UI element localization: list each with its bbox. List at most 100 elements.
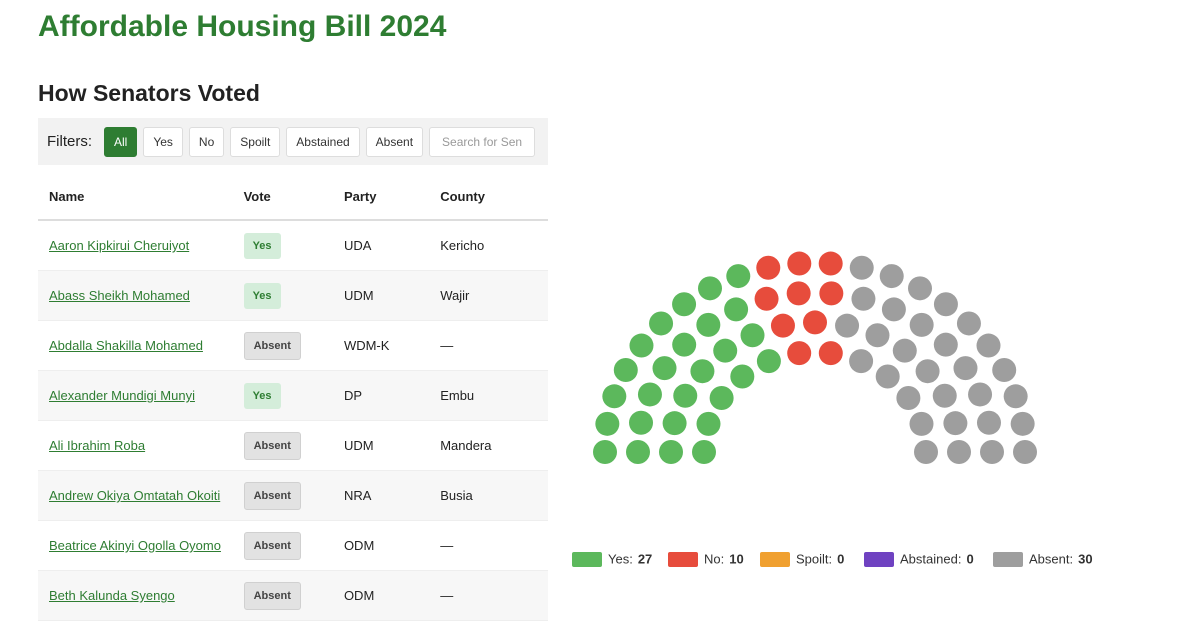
column-header: County xyxy=(429,174,548,221)
senator-table: Name Vote Party County Aaron Kipkirui Cherui… xyxy=(38,174,548,621)
seat xyxy=(875,364,900,389)
seat xyxy=(849,255,874,280)
cell: Abass Sheikh Mohamed xyxy=(38,270,233,321)
senator-link[interactable]: Andrew Okiya Omtatah Okoiti xyxy=(49,488,221,503)
seat xyxy=(786,281,811,306)
cell: Absent xyxy=(232,320,333,371)
seat xyxy=(756,349,781,374)
legend-swatch xyxy=(668,552,698,567)
seat xyxy=(933,332,958,357)
county-cell: — xyxy=(429,520,548,571)
seat xyxy=(672,332,697,357)
county-cell: — xyxy=(429,570,548,621)
seat xyxy=(626,440,650,464)
cell: Abdalla Shakilla Mohamed xyxy=(38,320,233,371)
seat xyxy=(613,357,638,382)
legend-label: Yes: xyxy=(608,551,633,566)
table-row: Abdalla Shakilla Mohamed Absent WDM-K — xyxy=(38,320,548,371)
seat xyxy=(1013,440,1037,464)
cell: Beth Kalunda Syengo xyxy=(38,570,233,621)
seat xyxy=(595,411,620,436)
seat xyxy=(787,341,812,366)
column-header: Name xyxy=(38,174,233,221)
seat xyxy=(881,297,906,322)
column-header: Party xyxy=(332,174,430,221)
seat xyxy=(849,349,874,374)
party-cell: ODM xyxy=(332,520,430,571)
seat xyxy=(696,411,721,436)
party-cell: UDM xyxy=(332,270,430,321)
seat xyxy=(932,383,957,408)
senator-link[interactable]: Abass Sheikh Mohamed xyxy=(49,288,190,303)
section-title: How Senators Voted xyxy=(38,80,260,106)
search-input[interactable]: Search for Sen xyxy=(429,126,536,157)
seat xyxy=(756,255,781,280)
party-cell: WDM-K xyxy=(332,320,430,371)
seat xyxy=(892,338,917,363)
cell: Beatrice Akinyi Ogolla Oyomo xyxy=(38,520,233,571)
seat xyxy=(709,385,734,410)
seat xyxy=(976,333,1001,358)
vote-badge: Yes xyxy=(243,382,281,409)
senator-link[interactable]: Beth Kalunda Syengo xyxy=(49,588,175,603)
vote-badge: Absent xyxy=(243,331,301,360)
filter-button[interactable]: Spoilt xyxy=(230,126,281,157)
seat xyxy=(692,440,716,464)
cell: Absent xyxy=(232,420,333,471)
legend-count: 0 xyxy=(966,551,973,566)
page-title: Affordable Housing Bill 2024 xyxy=(38,10,447,43)
filter-button[interactable]: Absent xyxy=(365,126,424,157)
party-cell: NRA xyxy=(332,470,430,521)
legend-swatch xyxy=(760,552,790,567)
seat xyxy=(649,311,674,336)
seat xyxy=(713,338,738,363)
filter-button[interactable]: Abstained xyxy=(286,126,360,157)
filter-button[interactable]: All xyxy=(104,126,138,157)
party-cell: UDM xyxy=(332,420,430,471)
seat xyxy=(698,276,722,301)
legend-swatch xyxy=(572,552,602,567)
table-row: Aaron Kipkirui Cheruiyot Yes UDA Kericho xyxy=(38,220,548,271)
filter-button[interactable]: No xyxy=(188,126,225,157)
seat xyxy=(879,264,904,289)
seat xyxy=(947,440,971,464)
cell: Andrew Okiya Omtatah Okoiti xyxy=(38,470,233,521)
table-row: Andrew Okiya Omtatah Okoiti Absent NRA Busi… xyxy=(38,470,548,521)
legend-swatch xyxy=(993,552,1023,567)
party-cell: UDA xyxy=(332,220,430,271)
seat xyxy=(980,440,1004,464)
seat xyxy=(696,312,721,337)
table-row: Abass Sheikh Mohamed Yes UDM Wajir xyxy=(38,270,548,321)
legend-label: No: xyxy=(704,551,724,566)
vote-badge: Yes xyxy=(243,232,281,259)
senator-link[interactable]: Alexander Mundigi Munyi xyxy=(49,388,195,403)
legend-count: 0 xyxy=(837,551,844,566)
seat xyxy=(968,382,993,407)
seat xyxy=(908,276,932,301)
filter-button[interactable]: Yes xyxy=(143,126,183,157)
seat xyxy=(992,357,1017,382)
seat xyxy=(629,333,654,358)
cell: Absent xyxy=(232,520,333,571)
seat xyxy=(659,440,683,464)
table-row: Alexander Mundigi Munyi Yes DP Embu xyxy=(38,370,548,421)
seat xyxy=(672,292,697,317)
party-cell: ODM xyxy=(332,570,430,621)
cell: Alexander Mundigi Munyi xyxy=(38,370,233,421)
senator-link[interactable]: Abdalla Shakilla Mohamed xyxy=(49,338,203,353)
seat xyxy=(914,440,938,464)
seat xyxy=(637,382,662,407)
cell: Ali Ibrahim Roba xyxy=(38,420,233,471)
seat xyxy=(726,264,751,289)
senator-link[interactable]: Ali Ibrahim Roba xyxy=(49,438,146,453)
seat xyxy=(909,312,934,337)
seat xyxy=(896,385,921,410)
seat xyxy=(724,297,749,322)
county-cell: — xyxy=(429,320,548,371)
senator-link[interactable]: Beatrice Akinyi Ogolla Oyomo xyxy=(49,538,221,553)
county-cell: Embu xyxy=(429,370,548,421)
cell: Aaron Kipkirui Cheruiyot xyxy=(38,220,233,271)
county-cell: Busia xyxy=(429,470,548,521)
seat xyxy=(740,323,765,348)
senator-link[interactable]: Aaron Kipkirui Cheruiyot xyxy=(49,238,190,253)
